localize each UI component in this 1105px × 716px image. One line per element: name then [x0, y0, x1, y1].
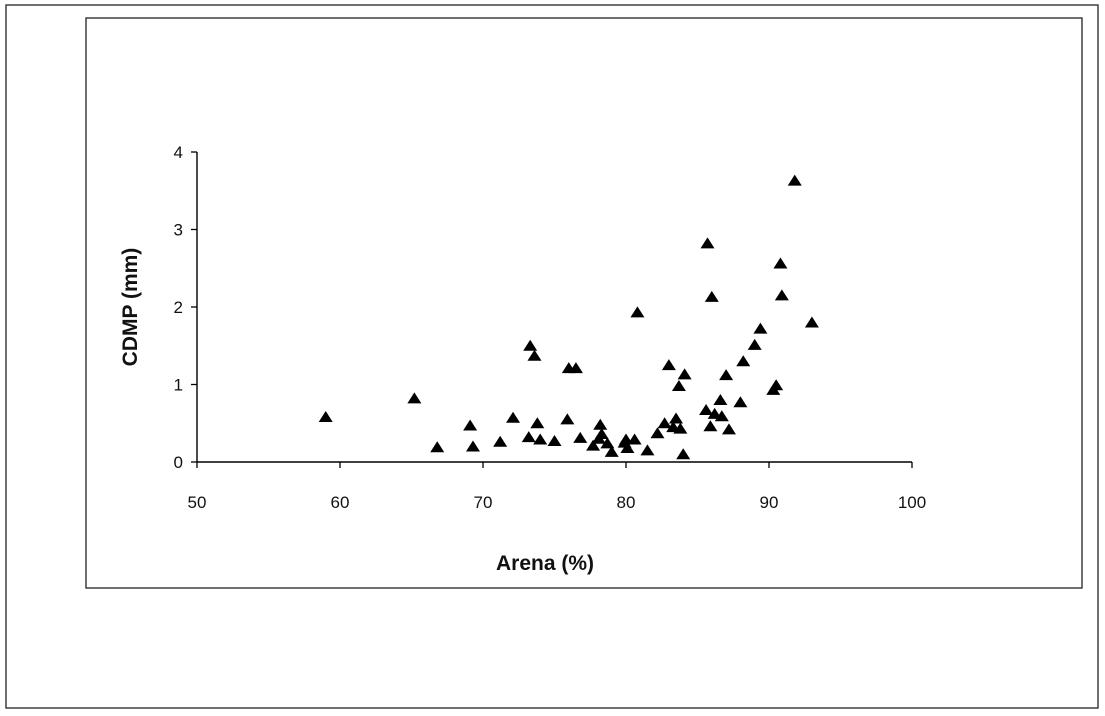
- data-point-triangle: [700, 237, 715, 249]
- data-point-triangle: [493, 435, 508, 447]
- x-tick-label: 50: [188, 493, 207, 512]
- y-tick-label: 0: [174, 453, 183, 472]
- y-tick-label: 3: [174, 221, 183, 240]
- data-point-triangle: [430, 441, 445, 453]
- x-tick-label: 60: [331, 493, 350, 512]
- data-point-triangle: [593, 418, 608, 430]
- data-point-triangle: [676, 448, 691, 460]
- data-point-triangle: [699, 404, 714, 416]
- y-tick-label: 2: [174, 298, 183, 317]
- data-point-triangle: [704, 290, 719, 302]
- data-point-triangle: [719, 369, 734, 381]
- data-point-triangle: [657, 417, 672, 429]
- data-point-triangle: [630, 306, 645, 318]
- data-point-triangle: [560, 413, 575, 425]
- data-point-triangle: [773, 257, 788, 269]
- data-point-triangle: [573, 431, 588, 443]
- y-tick-label: 1: [174, 376, 183, 395]
- data-point-triangle: [465, 440, 480, 452]
- data-point-triangle: [713, 393, 728, 405]
- data-point-triangle: [547, 435, 562, 447]
- data-point-triangle: [669, 412, 684, 424]
- data-point-triangle: [521, 431, 536, 443]
- data-point-triangle: [753, 322, 768, 334]
- data-point-triangle: [463, 419, 478, 431]
- data-point-triangle: [586, 439, 601, 451]
- x-tick-label: 100: [898, 493, 926, 512]
- data-point-triangle: [721, 423, 736, 435]
- data-point-triangle: [407, 392, 422, 404]
- data-point-triangle: [661, 359, 676, 371]
- data-point-triangle: [733, 396, 748, 408]
- data-point-triangle: [530, 417, 545, 429]
- data-point-triangle: [627, 433, 642, 445]
- data-point-triangle: [747, 338, 762, 350]
- data-point-triangle: [671, 380, 686, 391]
- data-point-triangle: [604, 445, 619, 457]
- x-tick-label: 70: [474, 493, 493, 512]
- x-tick-label: 90: [760, 493, 779, 512]
- y-axis-title: CDMP (mm): [119, 248, 142, 367]
- data-point-triangle: [568, 362, 583, 374]
- data-point-triangle: [600, 437, 615, 449]
- data-point-triangle: [703, 420, 718, 432]
- x-axis-title: Arena (%): [496, 552, 594, 575]
- data-point-triangle: [769, 379, 784, 391]
- data-point-triangle: [506, 411, 521, 423]
- data-point-triangle: [774, 289, 789, 301]
- data-point-triangle: [804, 316, 819, 328]
- x-tick-label: 80: [617, 493, 636, 512]
- data-point-triangle: [714, 410, 729, 422]
- data-point-triangle: [620, 442, 635, 453]
- page-border: [5, 4, 1099, 709]
- data-point-triangle: [318, 411, 333, 422]
- y-tick-label: 4: [174, 143, 183, 162]
- data-point-triangle: [533, 433, 548, 445]
- data-point-triangle: [677, 368, 692, 380]
- chart-area-border: [85, 17, 1083, 589]
- data-point-triangle: [787, 174, 802, 186]
- data-point-triangle: [523, 339, 538, 351]
- data-point-triangle: [736, 355, 751, 367]
- data-point-triangle: [640, 444, 655, 456]
- data-point-triangle: [673, 422, 688, 434]
- data-point-triangle: [594, 428, 609, 440]
- data-point-triangle: [650, 427, 665, 439]
- data-point-triangle: [527, 349, 542, 361]
